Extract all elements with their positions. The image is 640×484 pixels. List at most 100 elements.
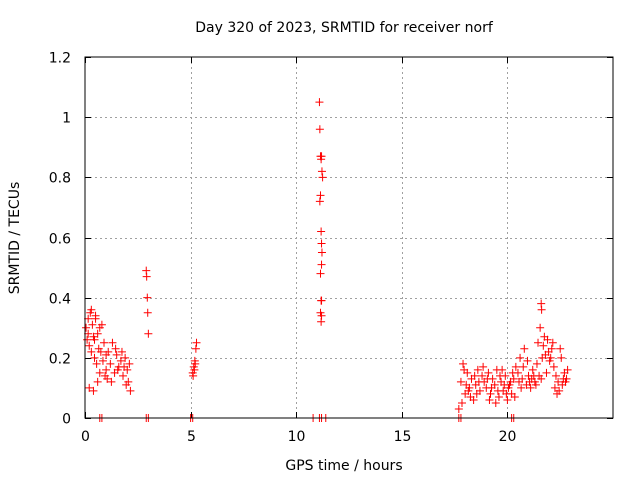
data-point-marker bbox=[523, 356, 532, 365]
data-point-marker bbox=[485, 395, 494, 404]
data-point-marker bbox=[82, 323, 91, 332]
data-point-marker bbox=[143, 308, 152, 317]
data-point-marker bbox=[317, 311, 326, 320]
data-point-marker bbox=[315, 125, 324, 134]
data-point-marker bbox=[142, 272, 151, 281]
data-point-marker bbox=[487, 383, 496, 392]
data-point-marker bbox=[317, 227, 326, 236]
data-point-marker bbox=[84, 329, 93, 338]
data-point-marker bbox=[89, 386, 98, 395]
data-point-marker bbox=[557, 353, 566, 362]
grid bbox=[85, 57, 613, 418]
data-point-marker bbox=[144, 329, 153, 338]
data-point-marker bbox=[550, 383, 559, 392]
data-point-marker bbox=[87, 347, 96, 356]
data-point-marker bbox=[536, 323, 545, 332]
data-point-marker bbox=[491, 398, 500, 407]
data-point-marker bbox=[537, 374, 546, 383]
data-point-marker bbox=[318, 173, 327, 182]
data-point-marker bbox=[516, 353, 525, 362]
data-point-marker bbox=[111, 344, 120, 353]
data-point-marker bbox=[510, 392, 519, 401]
data-point-marker bbox=[504, 383, 513, 392]
data-point-marker bbox=[317, 260, 326, 269]
data-point-marker bbox=[517, 383, 526, 392]
data-point-marker bbox=[84, 314, 93, 323]
data-point-marker bbox=[121, 353, 130, 362]
data-point-marker bbox=[513, 368, 522, 377]
x-tick-label: 5 bbox=[187, 429, 196, 445]
data-point-marker bbox=[548, 338, 557, 347]
data-point-marker bbox=[125, 359, 134, 368]
data-point-marker bbox=[540, 332, 549, 341]
data-point-marker bbox=[498, 365, 507, 374]
y-tick-label: 1.2 bbox=[49, 51, 71, 67]
data-point-marker bbox=[317, 167, 326, 176]
data-point-marker bbox=[317, 248, 326, 257]
data-point-marker bbox=[120, 362, 129, 371]
data-point-marker bbox=[544, 347, 553, 356]
data-point-marker bbox=[462, 380, 471, 389]
y-tick-label: 0.4 bbox=[49, 292, 71, 308]
data-point-marker bbox=[90, 353, 99, 362]
data-point-marker bbox=[85, 383, 94, 392]
data-point-marker bbox=[486, 389, 495, 398]
data-point-marker bbox=[539, 341, 548, 350]
data-point-marker bbox=[191, 344, 200, 353]
data-point-marker bbox=[483, 374, 492, 383]
data-point-marker bbox=[466, 392, 475, 401]
chart-title: Day 320 of 2023, SRMTID for receiver nor… bbox=[195, 20, 494, 36]
data-point-marker bbox=[106, 359, 115, 368]
data-point-marker bbox=[502, 389, 511, 398]
data-point-marker bbox=[191, 359, 200, 368]
data-point-marker bbox=[457, 398, 466, 407]
data-point-marker bbox=[479, 362, 488, 371]
data-point-marker bbox=[91, 311, 100, 320]
data-point-marker bbox=[537, 305, 546, 314]
y-tick-label: 1 bbox=[62, 111, 71, 127]
data-point-marker bbox=[190, 365, 199, 374]
data-point-marker bbox=[534, 338, 543, 347]
data-point-marker bbox=[107, 377, 116, 386]
data-point-marker bbox=[454, 404, 463, 413]
data-point-marker bbox=[92, 359, 101, 368]
data-point-marker bbox=[98, 356, 107, 365]
data-point-marker bbox=[549, 362, 558, 371]
data-point-marker bbox=[515, 377, 524, 386]
data-point-marker bbox=[459, 359, 468, 368]
data-point-marker bbox=[542, 368, 551, 377]
data-point-marker bbox=[93, 377, 102, 386]
y-tick-label: 0 bbox=[62, 412, 71, 428]
data-point-marker bbox=[554, 377, 563, 386]
data-point-marker bbox=[90, 335, 99, 344]
x-axis-title: GPS time / hours bbox=[285, 458, 402, 474]
data-point-marker bbox=[456, 377, 465, 386]
data-point-marker bbox=[317, 239, 326, 248]
data-point-marker bbox=[556, 344, 565, 353]
data-point-marker bbox=[122, 380, 131, 389]
data-point-marker bbox=[102, 365, 111, 374]
data-point-marker bbox=[100, 338, 109, 347]
data-point-marker bbox=[103, 374, 112, 383]
data-point-marker bbox=[473, 365, 482, 374]
data-point-marker bbox=[493, 386, 502, 395]
data-point-marker bbox=[506, 377, 515, 386]
x-tick-label: 20 bbox=[499, 429, 517, 445]
data-point-marker bbox=[87, 305, 96, 314]
data-point-marker bbox=[95, 323, 104, 332]
data-point-marker bbox=[526, 383, 535, 392]
x-tick-label: 10 bbox=[288, 429, 306, 445]
data-point-marker bbox=[126, 386, 135, 395]
data-point-marker bbox=[527, 374, 536, 383]
data-point-marker bbox=[532, 359, 541, 368]
data-point-marker bbox=[538, 353, 547, 362]
data-point-marker bbox=[470, 371, 479, 380]
data-points bbox=[82, 98, 572, 422]
data-point-marker bbox=[117, 347, 126, 356]
data-point-marker bbox=[116, 356, 125, 365]
y-tick-label: 0.2 bbox=[49, 352, 71, 368]
data-point-marker bbox=[551, 371, 560, 380]
data-point-marker bbox=[546, 353, 555, 362]
